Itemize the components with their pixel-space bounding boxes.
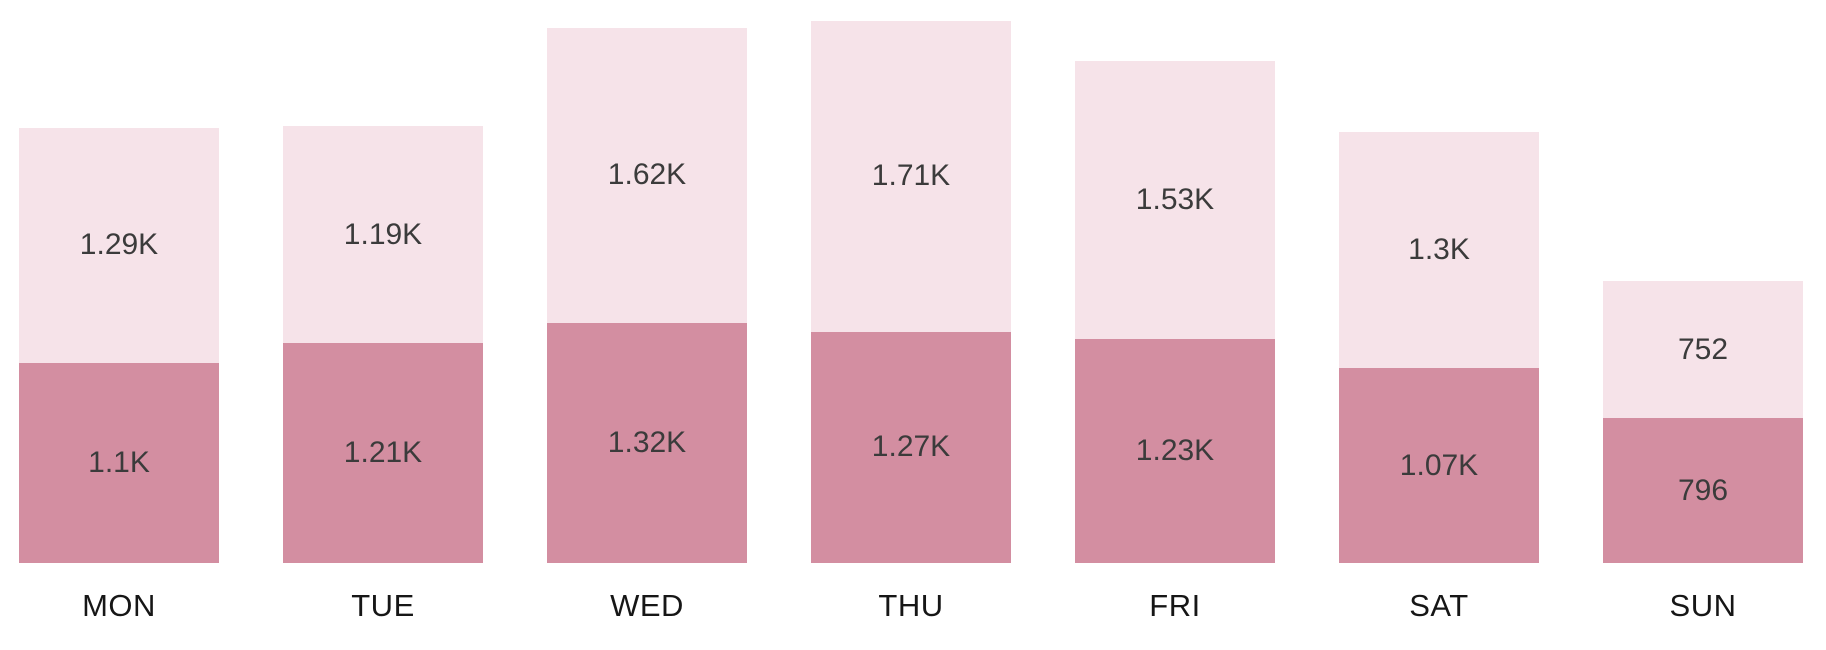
value-label: 1.3K xyxy=(1408,233,1470,267)
value-label: 1.1K xyxy=(88,445,150,479)
value-label: 1.07K xyxy=(1399,448,1479,482)
bar-segment-top[interactable]: 1.53K xyxy=(1075,60,1275,340)
x-axis-label: SUN xyxy=(1669,588,1737,623)
x-axis-label: MON xyxy=(82,588,156,623)
value-label: 1.62K xyxy=(607,158,687,192)
value-label: 796 xyxy=(1677,473,1729,507)
bar-column: 1.53K 1.23K FRI xyxy=(1075,60,1275,623)
bar-segment-top[interactable]: 752 xyxy=(1603,281,1803,419)
bar-segment-top[interactable]: 1.19K xyxy=(283,126,483,343)
x-axis-label: THU xyxy=(878,588,944,623)
bar-segment-top[interactable]: 1.3K xyxy=(1339,131,1539,369)
bar-segment-bottom[interactable]: 1.1K xyxy=(19,362,219,563)
bar-column: 1.62K 1.32K WED xyxy=(547,28,747,623)
bar-segment-top[interactable]: 1.62K xyxy=(547,28,747,323)
bar-column: 1.71K 1.27K THU xyxy=(811,20,1011,623)
value-label: 1.23K xyxy=(1135,434,1215,468)
bar-segment-bottom[interactable]: 1.32K xyxy=(547,322,747,563)
bar-segment-top[interactable]: 1.29K xyxy=(19,128,219,363)
value-label: 1.21K xyxy=(343,435,423,469)
bar-segment-bottom[interactable]: 1.23K xyxy=(1075,339,1275,563)
bar-segment-bottom[interactable]: 796 xyxy=(1603,418,1803,563)
x-axis-label: TUE xyxy=(351,588,415,623)
value-label: 1.19K xyxy=(343,217,423,251)
value-label: 752 xyxy=(1677,332,1729,366)
bar-column: 1.3K 1.07K SAT xyxy=(1339,131,1539,623)
x-axis-label: SAT xyxy=(1409,588,1469,623)
value-label: 1.27K xyxy=(871,430,951,464)
bar-segment-bottom[interactable]: 1.07K xyxy=(1339,368,1539,563)
value-label: 1.32K xyxy=(607,425,687,459)
bar-segment-top[interactable]: 1.71K xyxy=(811,20,1011,332)
value-label: 1.29K xyxy=(79,228,159,262)
bar-column: 752 796 SUN xyxy=(1603,281,1803,623)
bar-column: 1.29K 1.1K MON xyxy=(19,128,219,623)
x-axis-label: FRI xyxy=(1149,588,1201,623)
value-label: 1.71K xyxy=(871,159,951,193)
plot-area: 1.29K 1.1K MON 1.19K 1.21K TUE 1.62K 1.32K WED 1.… xyxy=(0,20,1826,623)
bar-segment-bottom[interactable]: 1.27K xyxy=(811,331,1011,563)
bar-column: 1.19K 1.21K TUE xyxy=(283,126,483,623)
bar-segment-bottom[interactable]: 1.21K xyxy=(283,342,483,563)
value-label: 1.53K xyxy=(1135,182,1215,216)
x-axis-label: WED xyxy=(610,588,684,623)
